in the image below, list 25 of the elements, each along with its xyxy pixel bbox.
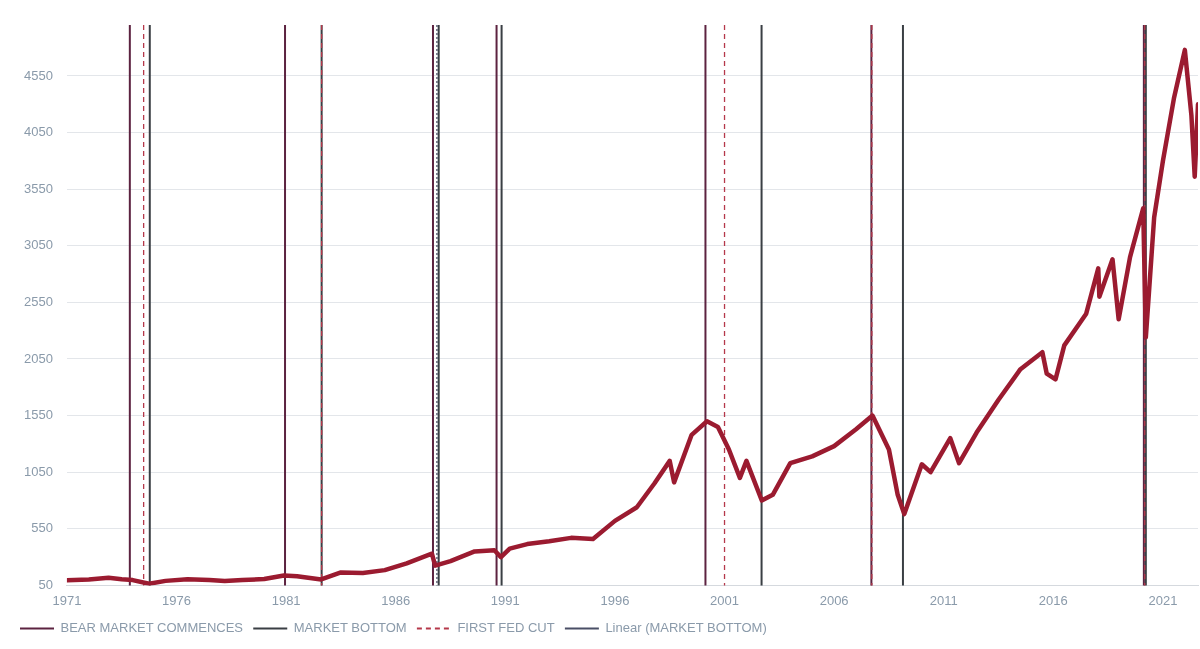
legend-label: MARKET BOTTOM: [293, 620, 407, 636]
x-tick-label: 1976: [162, 592, 191, 608]
legend-label: Linear (MARKET BOTTOM): [605, 620, 767, 636]
y-tick-label: 4550: [24, 67, 53, 83]
y-tick-label: 2550: [24, 293, 53, 309]
y-tick-label: 1550: [24, 407, 53, 423]
legend-label: FIRST FED CUT: [457, 620, 555, 636]
x-tick-label: 2016: [1038, 592, 1068, 608]
y-tick-label: 550: [31, 520, 53, 536]
y-tick-label: 2050: [24, 350, 53, 366]
x-tick-label: 1991: [490, 592, 520, 608]
y-tick-label: 50: [38, 576, 53, 592]
x-tick-label: 1981: [271, 592, 301, 608]
y-tick-label: 1050: [24, 463, 53, 479]
x-tick-label: 2006: [819, 592, 849, 608]
legend-label: BEAR MARKET COMMENCES: [60, 620, 244, 636]
x-tick-label: 2001: [710, 592, 739, 608]
x-tick-label: 1971: [52, 592, 82, 608]
x-tick-label: 1986: [381, 592, 411, 608]
x-tick-label: 1996: [600, 592, 630, 608]
y-tick-label: 3050: [24, 237, 53, 253]
y-tick-label: 4050: [24, 124, 53, 140]
x-tick-label: 2011: [929, 592, 958, 608]
y-tick-label: 3550: [24, 180, 53, 196]
x-tick-label: 2021: [1148, 592, 1178, 608]
